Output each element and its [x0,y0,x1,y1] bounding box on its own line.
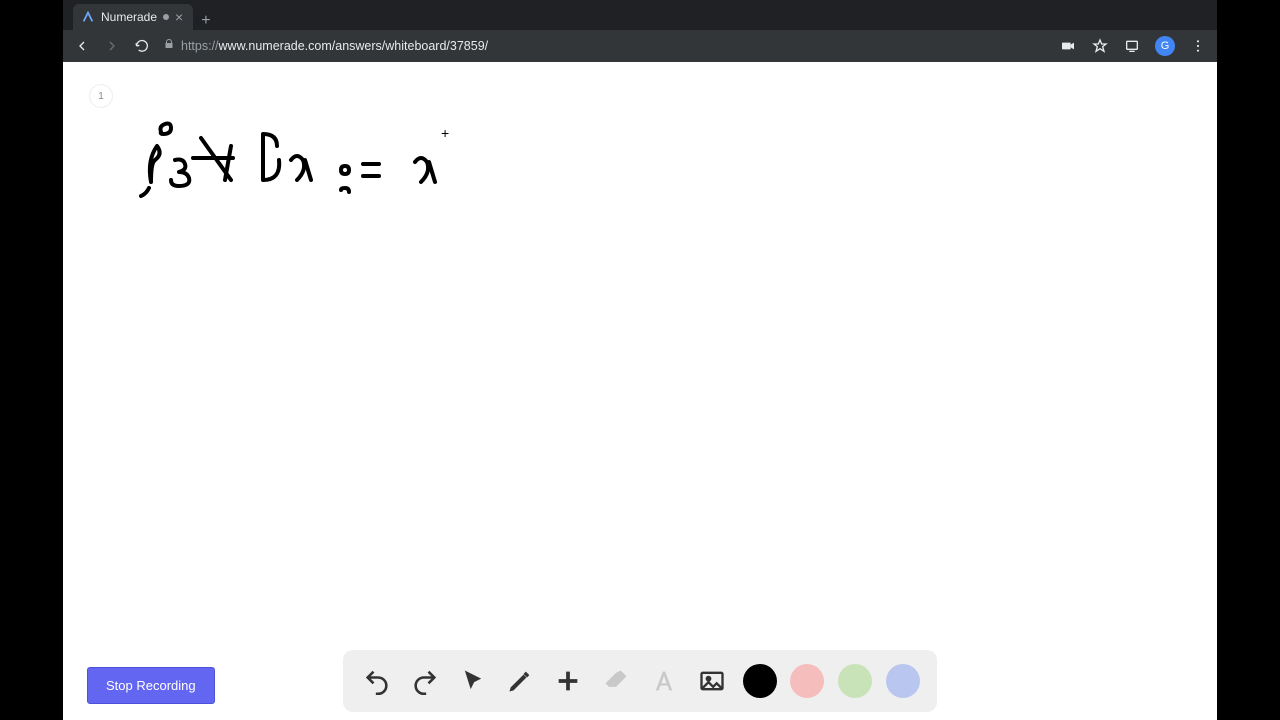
color-swatch-pink[interactable] [790,664,824,698]
close-tab-icon[interactable]: × [175,9,183,25]
profile-avatar[interactable]: G [1155,36,1175,56]
whiteboard-canvas[interactable] [63,62,1217,720]
stop-recording-button[interactable]: Stop Recording [87,667,215,704]
text-tool [647,664,681,698]
camera-icon[interactable] [1059,37,1077,55]
browser-tab-strip: Numerade × + [63,0,1217,30]
cast-icon[interactable] [1123,37,1141,55]
color-swatch-black[interactable] [743,664,777,698]
url-rest: www.numerade.com/answers/whiteboard/3785… [219,39,489,53]
browser-tab[interactable]: Numerade × [73,4,193,30]
lock-icon [163,37,175,55]
crosshair-cursor-icon: + [441,125,449,141]
eraser-tool [599,664,633,698]
url-scheme: https:// [181,39,219,53]
star-icon[interactable] [1091,37,1109,55]
new-tab-button[interactable]: + [193,12,218,30]
page-content: 1 + Stop Recording [63,62,1217,720]
whiteboard-toolbar [343,650,937,712]
forward-icon [103,37,121,55]
kebab-menu-icon[interactable] [1189,37,1207,55]
address-field[interactable]: https://www.numerade.com/answers/whitebo… [163,37,1047,55]
image-tool[interactable] [695,664,729,698]
redo-tool[interactable] [408,664,442,698]
browser-address-bar: https://www.numerade.com/answers/whitebo… [63,30,1217,62]
color-swatch-green[interactable] [838,664,872,698]
add-tool[interactable] [551,664,585,698]
back-icon[interactable] [73,37,91,55]
pointer-tool[interactable] [456,664,490,698]
tab-title: Numerade [101,10,157,24]
site-favicon [81,10,95,24]
color-swatch-blue[interactable] [886,664,920,698]
url-text: https://www.numerade.com/answers/whitebo… [181,39,488,53]
recording-indicator-icon [163,14,169,20]
pen-tool[interactable] [503,664,537,698]
undo-tool[interactable] [360,664,394,698]
reload-icon[interactable] [133,37,151,55]
